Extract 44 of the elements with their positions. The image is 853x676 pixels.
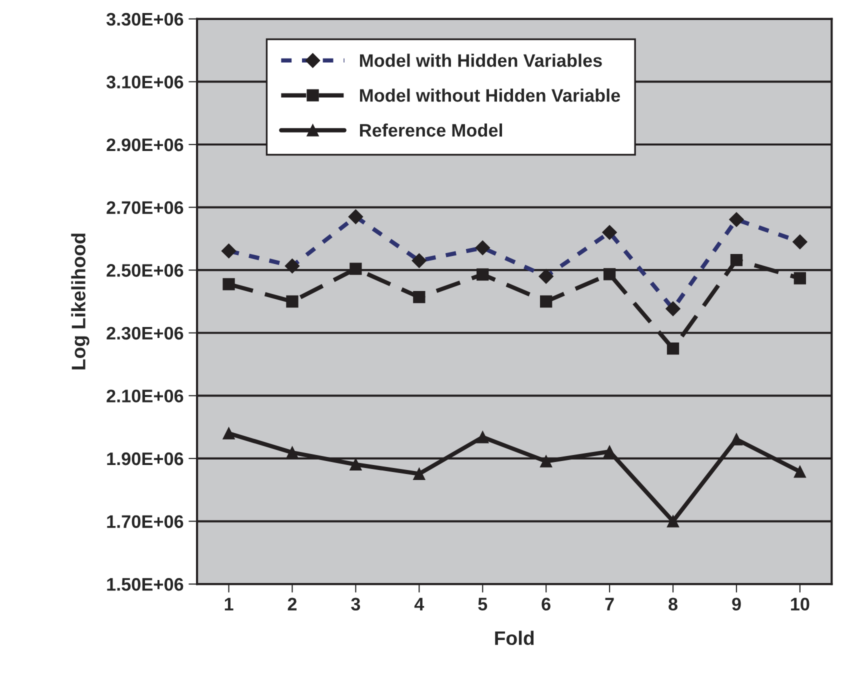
point <box>730 433 743 446</box>
y-tick-label: 1.90E+06 <box>107 452 184 466</box>
y-tick-label: 2.10E+06 <box>106 390 184 402</box>
x-tick-label: 6 <box>542 598 550 611</box>
point <box>666 515 680 528</box>
point <box>286 295 298 308</box>
point <box>476 268 489 281</box>
point <box>666 342 680 355</box>
y-tick-label: 2.70E+06 <box>106 201 184 214</box>
point <box>540 455 552 468</box>
point <box>413 291 426 304</box>
legend-label: Reference Model <box>360 123 502 137</box>
point <box>350 458 362 471</box>
x-tick-label: 10 <box>791 598 810 611</box>
y-axis-title: Log Likelihood <box>71 234 90 370</box>
x-tick-label: 8 <box>668 598 678 611</box>
legend-label: Model with Hidden Variables <box>360 54 602 67</box>
y-tick-label: 2.30E+06 <box>106 326 184 340</box>
x-tick-label: 9 <box>732 598 741 611</box>
point <box>476 431 489 444</box>
point <box>730 254 743 266</box>
x-tick-label: 7 <box>605 598 614 610</box>
x-axis-title: Fold <box>495 630 534 646</box>
point <box>222 427 235 440</box>
point <box>794 466 806 478</box>
point <box>350 262 362 275</box>
y-tick-label: 1.50E+06 <box>107 578 184 591</box>
x-tick-label: 5 <box>478 598 488 611</box>
point <box>286 446 298 459</box>
y-tick-label: 1.70E+06 <box>107 515 184 528</box>
point <box>413 468 426 480</box>
y-tick-label: 3.10E+06 <box>106 76 184 88</box>
point <box>603 268 616 280</box>
legend-label: Model without Hidden Variable <box>360 88 620 102</box>
point <box>540 295 552 308</box>
y-tick-label: 3.30E+06 <box>106 12 184 26</box>
y-tick-label: 2.90E+06 <box>106 138 184 152</box>
x-tick-label: 2 <box>288 598 297 610</box>
point <box>222 278 235 290</box>
y-tick-label: 2.50E+06 <box>106 264 184 277</box>
x-tick-label: 4 <box>414 598 424 610</box>
x-tick-label: 3 <box>351 598 360 611</box>
x-tick-label: 1 <box>224 598 234 610</box>
point <box>794 272 806 284</box>
